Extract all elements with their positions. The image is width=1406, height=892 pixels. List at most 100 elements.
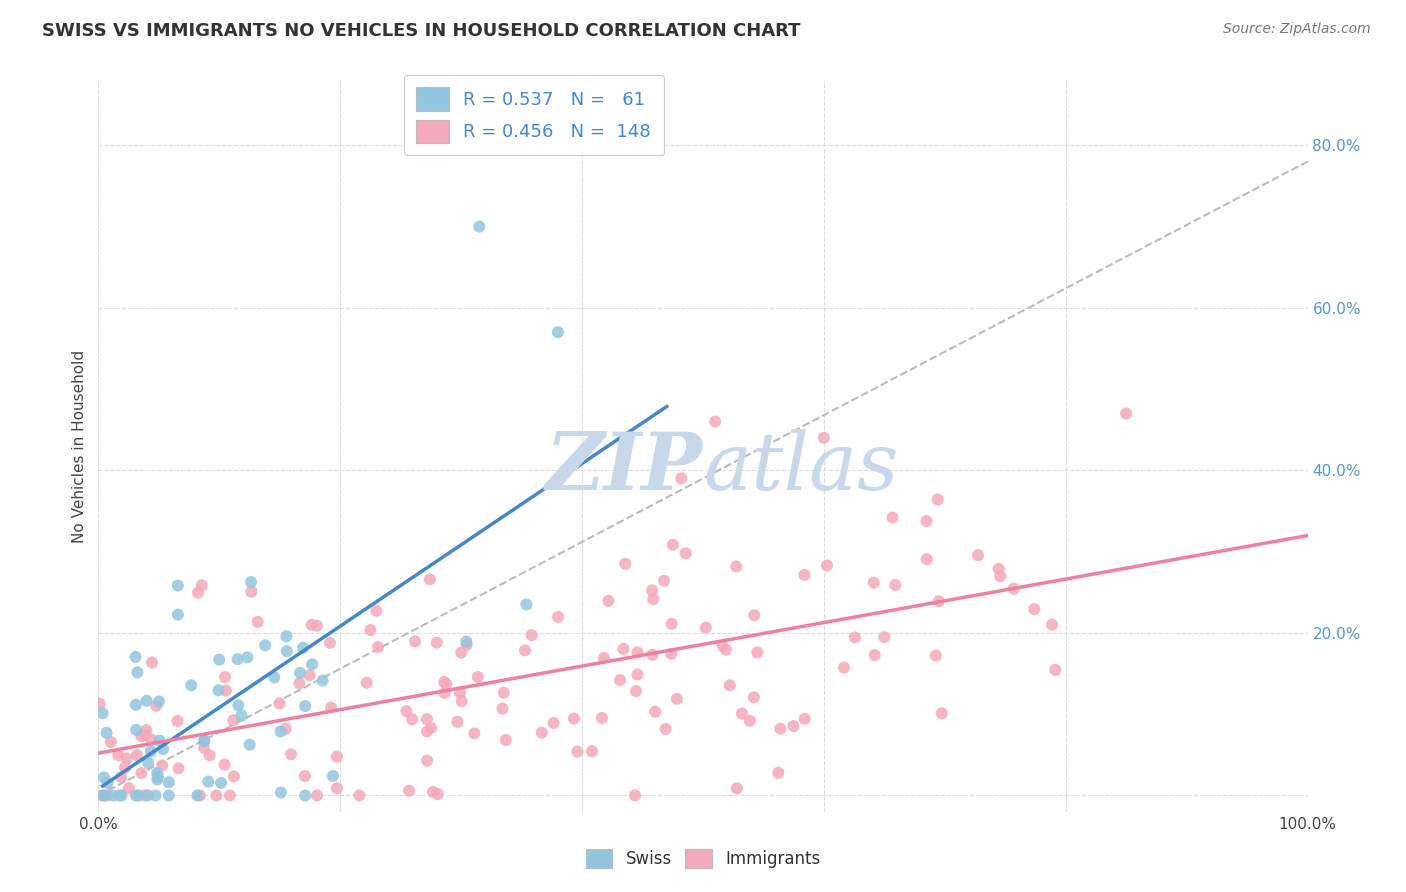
Point (793, 712, 815, 726)
Point (446, 714, 468, 729)
Point (294, 699, 316, 714)
Point (433, 686, 456, 700)
Point (591, 711, 613, 725)
Point (236, 650, 259, 665)
Point (844, 631, 866, 645)
Point (356, 675, 378, 690)
Point (915, 552, 938, 566)
Point (675, 546, 697, 560)
Point (593, 650, 616, 665)
Point (1002, 582, 1025, 596)
Point (513, 643, 536, 657)
Point (93, 771, 115, 785)
Point (188, 789, 211, 803)
Point (884, 578, 907, 592)
Point (614, 557, 637, 571)
Point (301, 657, 323, 672)
Point (226, 652, 249, 666)
Point (349, 789, 371, 803)
Point (222, 714, 245, 728)
Point (925, 648, 948, 663)
Point (731, 706, 754, 721)
Point (301, 618, 323, 632)
Legend: Swiss, Immigrants: Swiss, Immigrants (579, 842, 827, 875)
Point (718, 678, 741, 692)
Point (456, 638, 478, 652)
Point (641, 583, 664, 598)
Point (927, 492, 949, 507)
Point (426, 787, 449, 801)
Point (562, 712, 585, 726)
Point (167, 607, 190, 622)
Point (931, 706, 953, 721)
Y-axis label: No Vehicles in Household: No Vehicles in Household (72, 350, 87, 542)
Point (359, 623, 381, 637)
Point (145, 789, 167, 803)
Point (270, 785, 292, 799)
Point (311, 673, 333, 688)
Point (744, 608, 766, 623)
Point (125, 698, 148, 712)
Point (108, 789, 131, 803)
Point (450, 646, 472, 660)
Point (96, 789, 118, 803)
Point (1040, 617, 1063, 632)
Point (468, 219, 491, 234)
Point (288, 665, 311, 680)
Point (125, 748, 148, 763)
Point (193, 733, 215, 747)
Point (90, 789, 112, 803)
Point (150, 758, 173, 772)
Point (198, 748, 221, 763)
Point (146, 770, 169, 784)
Point (187, 585, 209, 599)
Point (205, 789, 228, 803)
Point (124, 650, 146, 665)
Point (742, 690, 765, 705)
Point (141, 656, 163, 670)
Point (626, 667, 648, 681)
Text: Source: ZipAtlas.com: Source: ZipAtlas.com (1223, 22, 1371, 37)
Point (661, 616, 683, 631)
Point (197, 774, 219, 789)
Point (661, 647, 683, 661)
Point (110, 770, 132, 784)
Point (135, 728, 157, 742)
Point (191, 578, 214, 592)
Point (433, 674, 456, 689)
Point (928, 594, 950, 608)
Point (186, 789, 208, 803)
Point (491, 701, 513, 715)
Point (214, 757, 236, 772)
Point (280, 747, 302, 762)
Point (222, 769, 245, 783)
Point (463, 726, 485, 740)
Point (254, 638, 277, 652)
Point (769, 722, 792, 736)
Point (157, 775, 180, 789)
Point (567, 745, 589, 759)
Point (125, 723, 148, 737)
Point (671, 471, 693, 485)
Point (609, 673, 631, 687)
Point (118, 781, 141, 796)
Point (110, 789, 132, 803)
Point (193, 734, 215, 748)
Point (1045, 663, 1067, 677)
Point (747, 645, 769, 659)
Point (294, 789, 316, 803)
Point (180, 678, 202, 692)
Point (581, 744, 603, 758)
Point (319, 700, 342, 714)
Text: ZIP: ZIP (546, 429, 703, 507)
Point (530, 725, 553, 739)
Point (215, 683, 238, 698)
Point (624, 684, 647, 698)
Point (305, 618, 328, 632)
Point (146, 766, 169, 780)
Point (91, 706, 114, 721)
Point (704, 415, 727, 429)
Point (294, 769, 316, 783)
Point (626, 645, 648, 659)
Point (270, 724, 292, 739)
